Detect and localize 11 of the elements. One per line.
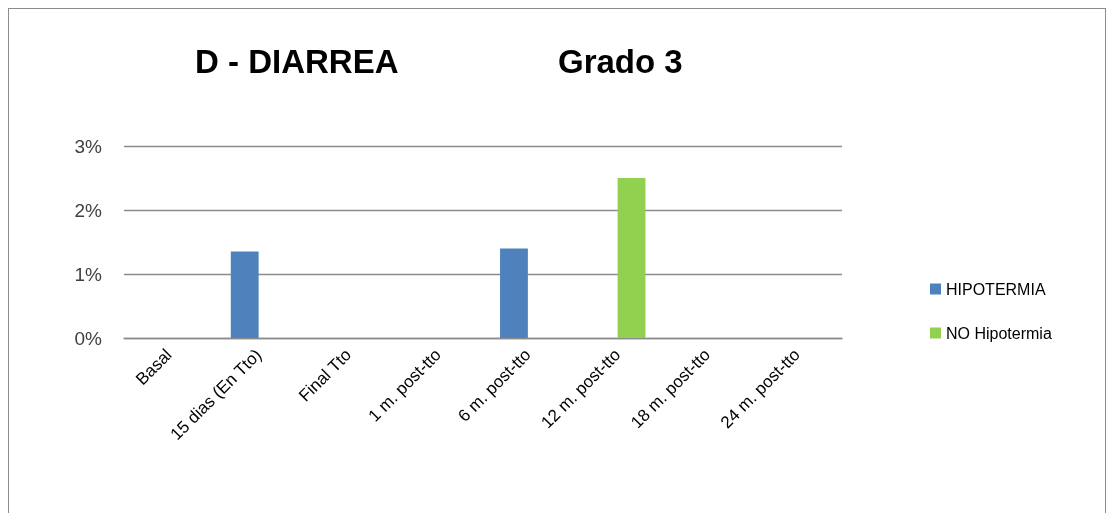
legend-label: HIPOTERMIA	[946, 280, 1046, 298]
y-tick-label: 0%	[74, 327, 103, 349]
y-tick-label: 1%	[74, 263, 103, 285]
chart-subtitle: Grado 3	[558, 43, 683, 80]
bar	[500, 248, 528, 338]
bar	[617, 178, 646, 338]
chart-title: D - DIARREA	[195, 43, 399, 80]
bar	[230, 251, 259, 338]
y-tick-label: 2%	[74, 199, 103, 221]
y-tick-label: 3%	[74, 135, 103, 157]
legend-label: NO Hipotermia	[946, 324, 1052, 342]
